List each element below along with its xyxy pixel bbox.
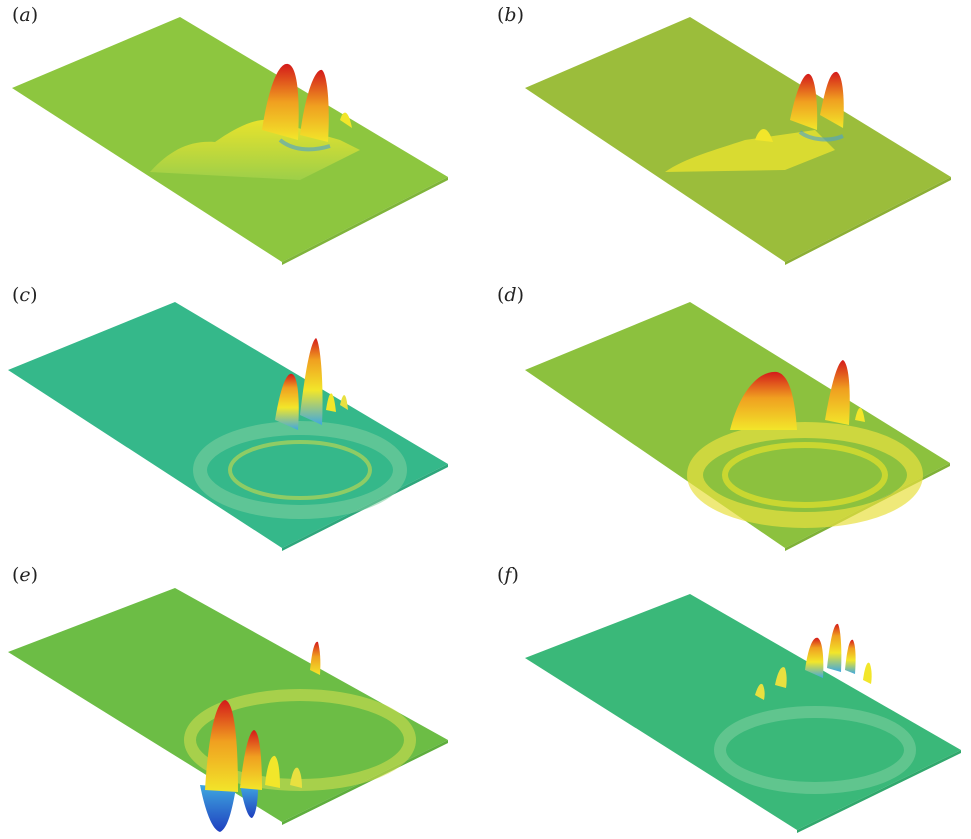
peak-b1 [790,73,818,130]
ripple-ring-c [193,421,407,519]
peak-a2 [300,69,329,142]
ridge-b [665,130,835,172]
panel-label-d: (d) [497,284,525,306]
panel-c: (c) [0,280,485,559]
surface-plot-b [525,17,951,265]
panel-e: (e) [0,560,485,839]
surface-plot-e [8,588,448,832]
trough-e [200,785,236,832]
ripple-ring-f [714,706,916,794]
panel-d: (d) [485,280,970,559]
plane-f [525,594,961,830]
peak-b2 [820,71,844,128]
surface-plot-d [525,302,950,551]
peak-d2 [825,360,850,425]
peak-c2 [300,338,323,425]
peak-d1 [730,371,797,430]
peak-c1 [275,373,299,430]
panel-label-e: (e) [12,564,39,586]
surface-plot-c [8,302,448,551]
peak-f1 [805,637,824,678]
ripple-ring-d [687,422,923,528]
panel-label-c: (c) [12,284,38,306]
surface-plot-f [525,594,961,833]
surface-plot-a [12,17,448,265]
peak-e1 [205,700,238,792]
panel-a: (a) [0,0,485,279]
panel-label-a: (a) [12,4,39,26]
panel-f: (f) [485,560,970,839]
peak-f3 [845,639,856,674]
panel-label-f: (f) [497,564,519,586]
peak-f2 [827,623,842,672]
peak-e2 [240,730,262,790]
plane-c [8,302,448,548]
plane-b [525,17,951,262]
panel-label-b: (b) [497,4,525,26]
panel-b: (b) [485,0,970,279]
peak-a1 [262,63,299,140]
